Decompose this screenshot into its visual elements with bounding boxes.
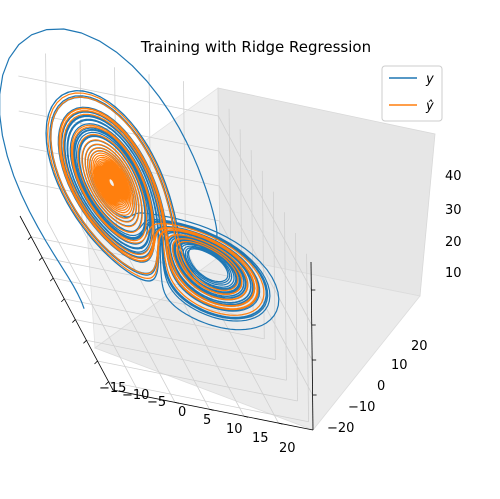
- series-layer: [0, 28, 280, 331]
- y-tick-label: −20: [327, 421, 354, 436]
- legend-box: [381, 65, 443, 122]
- x-tick: [38, 257, 43, 261]
- grid-line: [30, 236, 232, 278]
- x-axis-ticks: −15 −10 −5 0 5 10 15 20: [99, 381, 296, 456]
- y-tick-label: 10: [391, 358, 408, 373]
- y-tick-label: 20: [411, 339, 428, 354]
- y-tick: [243, 415, 249, 418]
- grid-line: [97, 360, 298, 402]
- z-tick-label: 20: [445, 235, 462, 250]
- x-tick: [72, 319, 76, 323]
- axes-3d: [18, 53, 436, 431]
- grid-line: [108, 381, 309, 423]
- axis-lines: [19, 215, 317, 431]
- legend-label: ŷ: [425, 99, 434, 114]
- grid-line: [272, 191, 276, 360]
- grid-line: [53, 277, 254, 319]
- x-tick-label: −10: [122, 388, 149, 403]
- grid-line: [116, 235, 210, 410]
- grid-line: [18, 75, 219, 117]
- y-tick: [209, 408, 214, 411]
- x-tick-label: 15: [252, 431, 269, 446]
- x-tick-label: 10: [226, 422, 243, 437]
- x-tick-label: 20: [279, 441, 296, 456]
- y-tick: [174, 402, 180, 404]
- x-tick-label: −5: [147, 395, 166, 410]
- grid-line: [86, 339, 287, 381]
- grid-line: [64, 298, 265, 340]
- legend: y ŷ: [381, 65, 443, 122]
- y-tick: [278, 422, 283, 425]
- grid-line: [75, 319, 276, 360]
- z-axis-ticks: 10 20 30 40: [445, 169, 462, 281]
- z-tick-label: 10: [445, 266, 462, 281]
- grid-line: [81, 228, 176, 403]
- x-tick: [61, 298, 65, 303]
- grid-line: [47, 221, 141, 396]
- x-tick-label: 5: [203, 413, 211, 428]
- x-tick: [49, 277, 54, 282]
- x-tick-label: −15: [99, 381, 126, 396]
- grid-line: [295, 232, 298, 402]
- x-tick-label: 0: [178, 405, 186, 420]
- y-tick-label: 0: [377, 379, 385, 394]
- y-tick: [140, 395, 145, 397]
- x-tick: [94, 360, 98, 365]
- x-tick: [27, 236, 32, 240]
- x-tick: [83, 340, 87, 344]
- floor-pane: [94, 255, 421, 431]
- series-line-y-hat: [47, 92, 265, 316]
- y-axis-ticks: −20 −10 0 10 20: [327, 339, 428, 436]
- chart-title: Training with Ridge Regression: [140, 38, 371, 56]
- y-tick-label: −10: [348, 400, 375, 415]
- z-tick-label: 40: [445, 169, 462, 184]
- z-tick-label: 30: [445, 203, 462, 218]
- x-tick: [105, 381, 109, 385]
- grid-line: [306, 253, 309, 422]
- grid-line: [284, 212, 287, 381]
- grid-line: [185, 248, 279, 424]
- legend-label: y: [425, 72, 434, 87]
- grid-line: [228, 108, 232, 277]
